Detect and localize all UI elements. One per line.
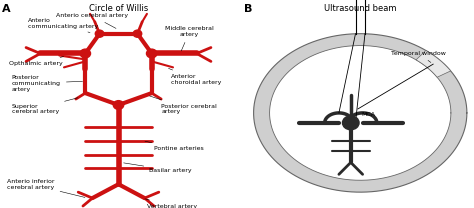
Text: A: A — [2, 4, 11, 14]
Text: Vertebral artery: Vertebral artery — [145, 199, 197, 208]
Text: Circle of Willis: Circle of Willis — [89, 4, 148, 13]
Circle shape — [113, 101, 124, 109]
Text: Posterior
communicating
artery: Posterior communicating artery — [12, 75, 82, 92]
Polygon shape — [254, 34, 467, 192]
Text: Anterior
choroidal artery: Anterior choroidal artery — [168, 68, 221, 85]
Text: Temporal window: Temporal window — [391, 51, 446, 62]
Text: Opthalmic artery: Opthalmic artery — [9, 57, 64, 66]
Text: Basilar artery: Basilar artery — [124, 163, 192, 173]
Text: MCA: MCA — [361, 112, 375, 117]
Text: Superior
cerebral artery: Superior cerebral artery — [12, 98, 78, 114]
Circle shape — [342, 116, 359, 130]
Circle shape — [80, 49, 91, 58]
Text: Anterio
communicating artery: Anterio communicating artery — [28, 18, 99, 33]
Circle shape — [146, 49, 157, 58]
Text: Pontine arteries: Pontine arteries — [145, 141, 204, 151]
Text: Middle cerebral
artery: Middle cerebral artery — [165, 26, 214, 51]
Circle shape — [133, 30, 142, 37]
Text: Anterio inferior
cerebral artery: Anterio inferior cerebral artery — [7, 179, 85, 197]
Text: Posterior cerebral
artery: Posterior cerebral artery — [150, 96, 217, 114]
Circle shape — [95, 30, 104, 37]
Text: B: B — [244, 4, 253, 14]
Text: Ultrasound beam: Ultrasound beam — [324, 4, 396, 13]
Polygon shape — [416, 51, 451, 77]
Text: Anterio cerebral artery: Anterio cerebral artery — [56, 13, 128, 28]
